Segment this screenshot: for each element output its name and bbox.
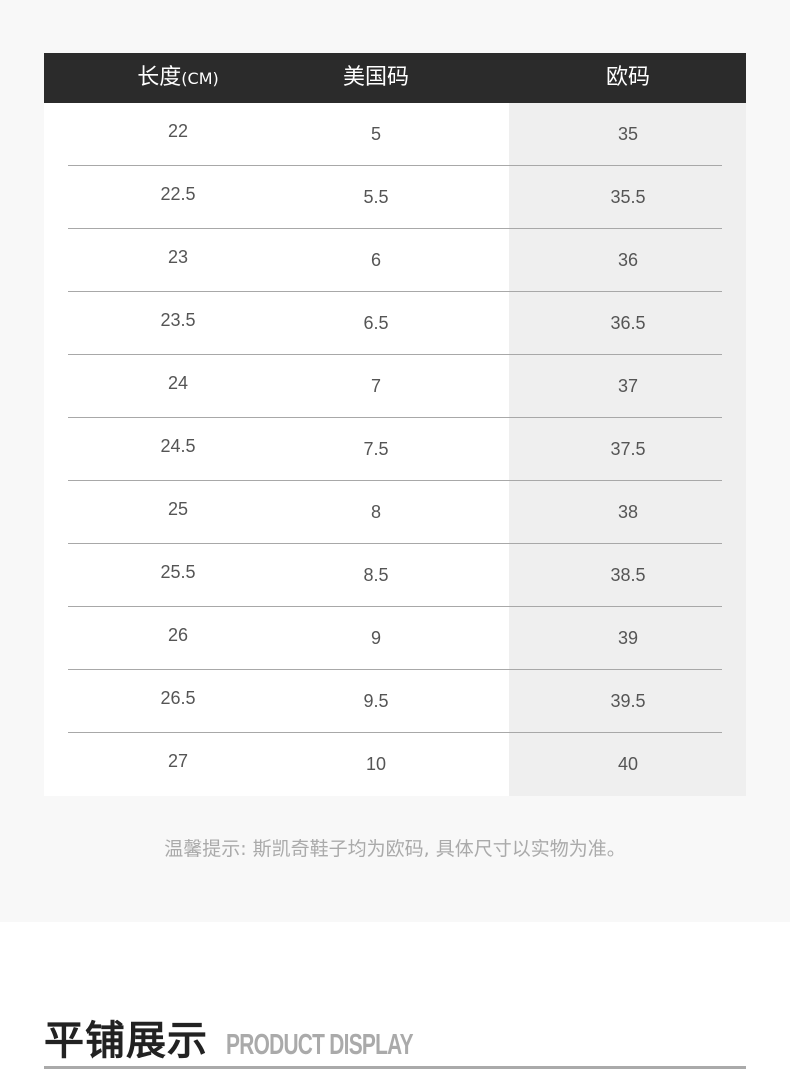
us-size-cell: 6	[370, 250, 382, 270]
table-row: 24.5 7.5 37.5	[44, 418, 746, 481]
table-header: 长度(CM) 美国码 欧码	[44, 53, 746, 103]
length-cell: 24	[167, 373, 189, 393]
table-row: 23.5 6.5 36.5	[44, 292, 746, 355]
length-cell: 25.5	[160, 562, 196, 582]
us-size-cell: 9.5	[363, 691, 389, 711]
table-row: 22 5 35	[44, 103, 746, 166]
eu-size-cell: 36	[617, 250, 639, 270]
row-divider	[68, 291, 722, 292]
row-divider	[68, 354, 722, 355]
header-length-unit: (CM)	[181, 69, 219, 88]
header-eu: 欧码	[605, 65, 651, 90]
us-size-cell: 7	[370, 376, 382, 396]
row-divider	[68, 165, 722, 166]
eu-size-cell: 38.5	[610, 565, 646, 585]
length-cell: 23	[167, 247, 189, 267]
eu-size-cell: 35	[617, 124, 639, 144]
table-row: 26.5 9.5 39.5	[44, 670, 746, 733]
length-cell: 26.5	[160, 688, 196, 708]
eu-size-cell: 37	[617, 376, 639, 396]
us-size-cell: 5.5	[363, 187, 389, 207]
header-us: 美国码	[342, 65, 410, 90]
table-row: 25 8 38	[44, 481, 746, 544]
row-divider	[68, 480, 722, 481]
table-row: 23 6 36	[44, 229, 746, 292]
us-size-cell: 8	[370, 502, 382, 522]
row-divider	[68, 669, 722, 670]
us-size-cell: 9	[370, 628, 382, 648]
section-title: 平铺展示 PRODUCT DISPLAY	[44, 1008, 485, 1066]
row-divider	[68, 543, 722, 544]
us-size-cell: 6.5	[363, 313, 389, 333]
table-row: 25.5 8.5 38.5	[44, 544, 746, 607]
table-body: 22 5 35 22.5 5.5 35.5 23 6 36 23.5 6.5 36.5 24 7 37 24.…	[44, 103, 746, 796]
us-size-cell: 8.5	[363, 565, 389, 585]
length-cell: 24.5	[160, 436, 196, 456]
us-size-cell: 10	[365, 754, 387, 774]
size-table: 长度(CM) 美国码 欧码 22 5 35 22.5 5.5 35.5 23 6 36 23.5 6…	[44, 53, 746, 796]
length-cell: 27	[167, 751, 189, 771]
eu-size-cell: 38	[617, 502, 639, 522]
length-cell: 22.5	[160, 184, 196, 204]
row-divider	[68, 732, 722, 733]
section-divider	[44, 1066, 746, 1069]
length-cell: 22	[167, 121, 189, 141]
us-size-cell: 5	[370, 124, 382, 144]
table-row: 26 9 39	[44, 607, 746, 670]
length-cell: 25	[167, 499, 189, 519]
table-row: 27 10 40	[44, 733, 746, 796]
length-cell: 26	[167, 625, 189, 645]
length-cell: 23.5	[160, 310, 196, 330]
eu-size-cell: 35.5	[610, 187, 646, 207]
us-size-cell: 7.5	[363, 439, 389, 459]
eu-size-cell: 39.5	[610, 691, 646, 711]
row-divider	[68, 606, 722, 607]
row-divider	[68, 228, 722, 229]
row-divider	[68, 417, 722, 418]
table-row: 22.5 5.5 35.5	[44, 166, 746, 229]
size-note: 温馨提示: 斯凯奇鞋子均为欧码, 具体尺寸以实物为准。	[164, 838, 626, 860]
eu-size-cell: 39	[617, 628, 639, 648]
eu-size-cell: 37.5	[610, 439, 646, 459]
header-length-label: 长度	[137, 65, 182, 90]
eu-column-highlight	[509, 103, 746, 796]
header-length: 长度(CM)	[137, 53, 218, 104]
eu-size-cell: 40	[617, 754, 639, 774]
eu-size-cell: 36.5	[610, 313, 646, 333]
table-row: 24 7 37	[44, 355, 746, 418]
section-title-cn: 平铺展示	[44, 1018, 208, 1064]
section-title-en: PRODUCT DISPLAY	[226, 1029, 414, 1061]
